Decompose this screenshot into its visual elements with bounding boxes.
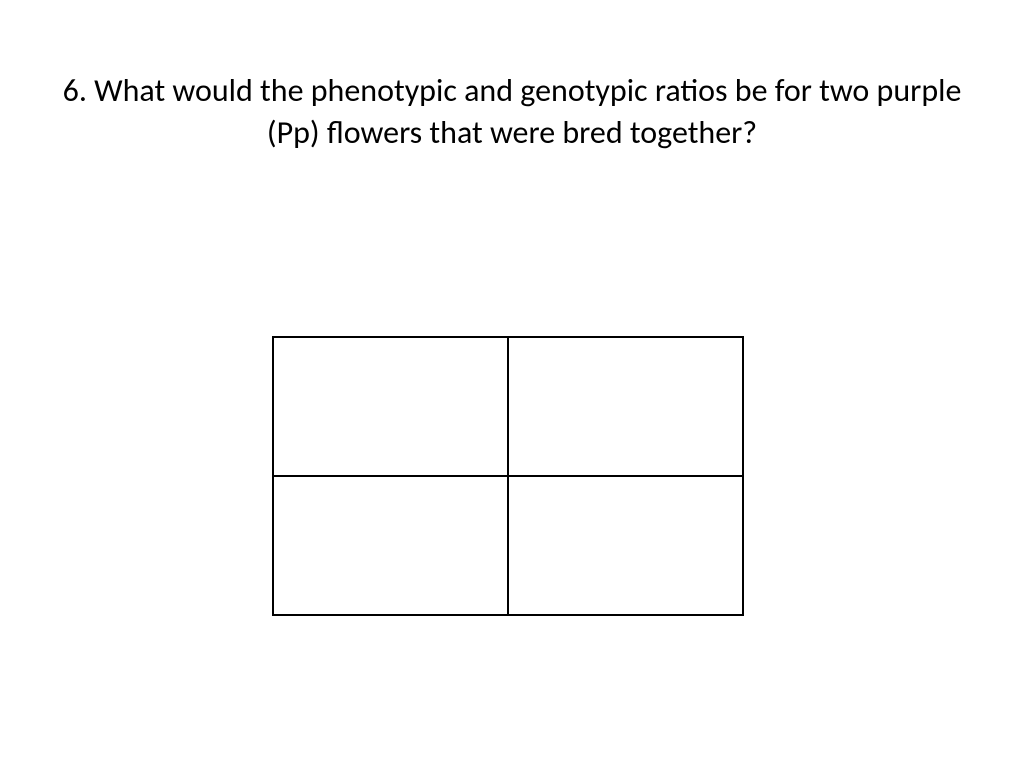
question-text: 6. What would the phenotypic and genotyp…: [50, 70, 974, 153]
question-body: What would the phenotypic and genotypic …: [94, 71, 961, 152]
punnett-cell-top-right: [508, 337, 743, 476]
punnett-cell-bottom-right: [508, 476, 743, 615]
punnett-cell-bottom-left: [273, 476, 508, 615]
punnett-cell-top-left: [273, 337, 508, 476]
punnett-square: [272, 336, 744, 616]
question-number: 6.: [63, 71, 87, 110]
